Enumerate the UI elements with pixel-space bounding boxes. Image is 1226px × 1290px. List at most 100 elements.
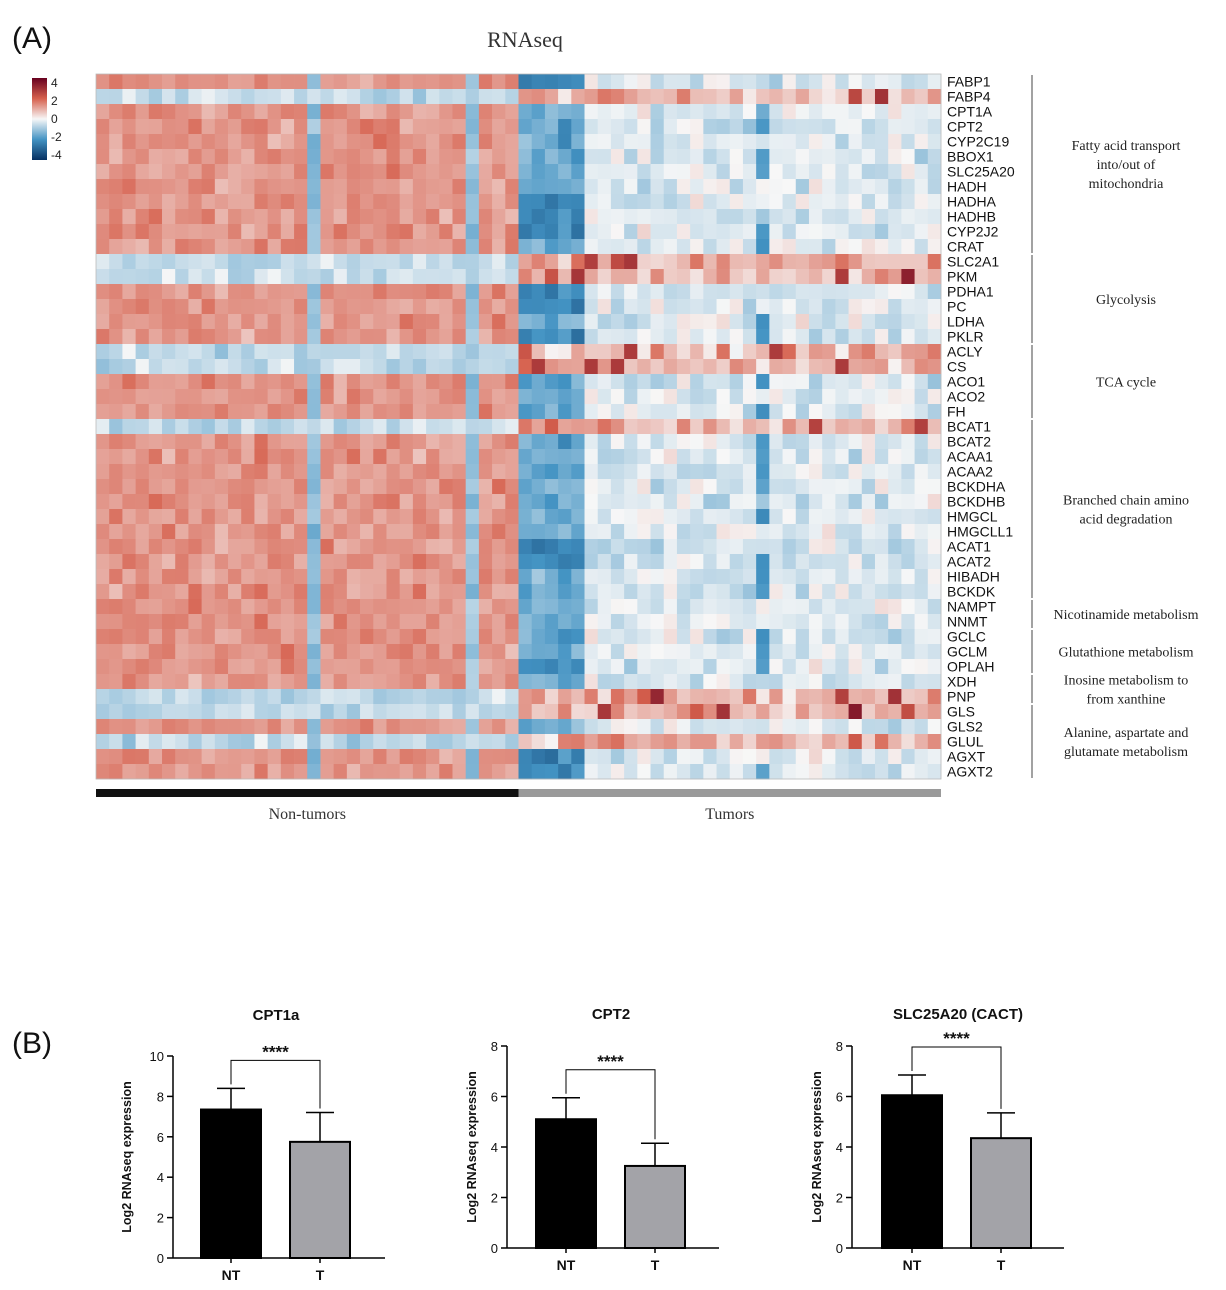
heatmap-cell: [690, 554, 704, 570]
gene-label: ACO1: [947, 374, 985, 390]
heatmap-cell: [426, 464, 440, 480]
heatmap-cell: [294, 524, 308, 540]
heatmap-cell: [267, 179, 282, 195]
heatmap-cell: [888, 659, 902, 675]
heatmap-cell: [795, 149, 810, 165]
heatmap-cell: [96, 314, 110, 330]
heatmap-cell: [808, 329, 823, 345]
heatmap-cell: [874, 254, 889, 270]
heatmap-cell: [901, 494, 915, 510]
heatmap-cell: [96, 494, 110, 510]
heatmap-cell: [346, 329, 361, 345]
heatmap-cell: [716, 149, 731, 165]
heatmap-cell: [703, 734, 717, 750]
heatmap-cell: [346, 209, 361, 225]
heatmap-cell: [96, 284, 110, 300]
heatmap-cell: [703, 494, 717, 510]
heatmap-cell: [135, 164, 150, 180]
heatmap-cell: [663, 674, 678, 690]
heatmap-cell: [610, 599, 625, 615]
heatmap-cell: [663, 374, 678, 390]
heatmap-cell: [571, 119, 585, 135]
heatmap-cell: [544, 569, 559, 585]
heatmap-cell: [280, 194, 295, 210]
heatmap-cell: [848, 149, 863, 165]
heatmap-cell: [584, 659, 599, 675]
heatmap-cell: [544, 629, 559, 645]
heatmap-cell: [571, 164, 585, 180]
heatmap-cell: [835, 464, 849, 480]
heatmap-cell: [96, 239, 110, 255]
heatmap-cell: [584, 449, 599, 465]
heatmap-cell: [822, 749, 836, 765]
heatmap-cell: [188, 614, 202, 630]
heatmap-cell: [373, 89, 387, 105]
heatmap-cell: [808, 659, 823, 675]
heatmap-cell: [320, 134, 334, 150]
heatmap-cell: [228, 434, 242, 450]
heatmap-cell: [558, 674, 572, 690]
heatmap-cell: [412, 644, 427, 660]
heatmap-cell: [280, 239, 295, 255]
heatmap-cell: [135, 704, 150, 720]
heatmap-cell: [399, 254, 414, 270]
heatmap-cell: [571, 734, 585, 750]
heatmap-cell: [690, 194, 704, 210]
heatmap-cell: [571, 749, 585, 765]
heatmap-cell: [676, 344, 691, 360]
heatmap-cell: [333, 119, 348, 135]
heatmap-cell: [360, 119, 374, 135]
heatmap-cell: [96, 74, 110, 90]
heatmap-cell: [267, 584, 282, 600]
heatmap-cell: [412, 584, 427, 600]
heatmap-cell: [175, 764, 189, 780]
heatmap-cell: [162, 749, 176, 765]
heatmap-cell: [492, 524, 506, 540]
heatmap-cell: [122, 509, 136, 525]
heatmap-cell: [346, 719, 361, 735]
heatmap-cell: [518, 479, 533, 495]
heatmap-cell: [584, 269, 599, 285]
heatmap-cell: [492, 329, 506, 345]
heatmap-cell: [861, 209, 876, 225]
heatmap-cell: [452, 179, 467, 195]
heatmap-cell: [135, 659, 150, 675]
heatmap-cell: [452, 299, 467, 315]
heatmap-cell: [307, 419, 321, 435]
heatmap-cell: [373, 644, 387, 660]
heatmap-cell: [690, 464, 704, 480]
significance-bracket: [911, 1046, 1002, 1109]
heatmap-cell: [610, 74, 625, 90]
heatmap-cell: [597, 629, 612, 645]
heatmap-cell: [835, 89, 849, 105]
heatmap-cell: [492, 239, 506, 255]
heatmap-cell: [175, 509, 189, 525]
heatmap-cell: [294, 629, 308, 645]
heatmap-cell: [756, 164, 770, 180]
heatmap-cell: [901, 704, 915, 720]
y-axis-label: Log2 RNAseq expression: [120, 1081, 134, 1232]
heatmap-cell: [690, 74, 704, 90]
heatmap-cell: [927, 569, 942, 585]
heatmap-cell: [307, 359, 321, 375]
heatmap-cell: [373, 494, 387, 510]
heatmap-cell: [637, 134, 651, 150]
heatmap-cell: [492, 74, 506, 90]
heatmap-cell: [267, 89, 282, 105]
heatmap-cell: [769, 704, 783, 720]
heatmap-cell: [690, 449, 704, 465]
heatmap-cell: [901, 134, 915, 150]
heatmap-cell: [386, 629, 401, 645]
heatmap-cell: [663, 479, 678, 495]
heatmap-cell: [624, 494, 638, 510]
heatmap-cell: [861, 284, 876, 300]
heatmap-cell: [492, 389, 506, 405]
heatmap-cell: [307, 629, 321, 645]
heatmap-cell: [360, 389, 374, 405]
heatmap-cell: [122, 659, 136, 675]
heatmap-cell: [412, 419, 427, 435]
heatmap-cell: [597, 764, 612, 780]
heatmap-cell: [808, 269, 823, 285]
heatmap-cell: [267, 419, 282, 435]
